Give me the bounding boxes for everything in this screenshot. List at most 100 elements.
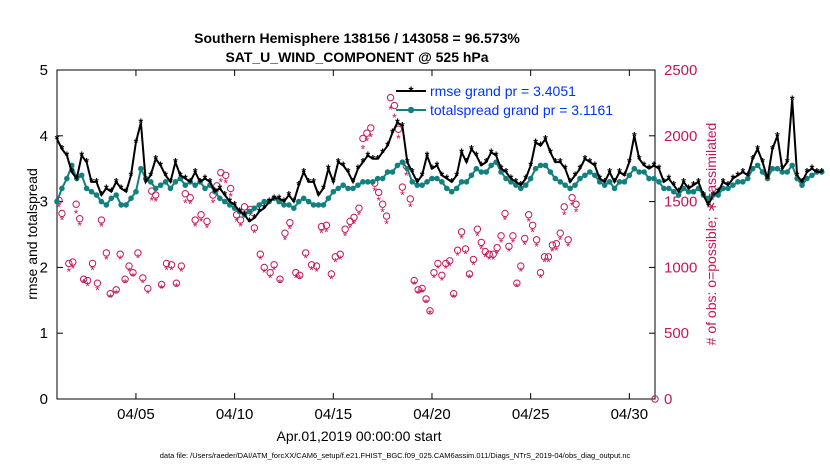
rmse-point: * — [267, 195, 272, 209]
obs-assimilated-point: * — [475, 229, 480, 243]
rmse-point: * — [666, 172, 671, 186]
totalspread-point — [172, 179, 179, 185]
rmse-point: * — [538, 139, 543, 153]
obs-possible-point — [312, 262, 321, 270]
obs-assimilated-point: * — [526, 215, 531, 229]
totalspread-point — [661, 185, 667, 192]
obs-assimilated-point: * — [408, 200, 413, 214]
rmse-point: * — [523, 172, 528, 186]
totalspread-point — [517, 185, 524, 192]
totalspread-point — [804, 175, 810, 182]
rmse-point: * — [74, 172, 79, 186]
obs-possible-point — [213, 182, 221, 190]
totalspread-point — [355, 182, 361, 188]
obs-assimilated-point: * — [574, 206, 579, 220]
obs-assimilated-point: * — [388, 103, 393, 117]
obs-possible-point — [532, 236, 541, 244]
totalspread-point — [705, 195, 712, 202]
rmse-point: * — [760, 156, 765, 170]
rmse-point: * — [203, 172, 208, 186]
x-axis-label: Apr.01,2019 00:00:00 start — [276, 428, 441, 444]
rmse-point: * — [119, 182, 124, 196]
rmse-point: * — [454, 169, 459, 183]
totalspread-point — [157, 182, 164, 188]
rmse-point: * — [361, 156, 366, 170]
obs-assimilated-point: * — [118, 253, 123, 267]
obs-assimilated-point: * — [392, 111, 397, 125]
obs-possible-point — [390, 101, 399, 110]
obs-assimilated-point: * — [108, 291, 113, 305]
obs-assimilated-point: * — [487, 253, 492, 267]
rmse-point: * — [543, 133, 548, 147]
right-axis-ticks: 0 500 1000 1500 2000 2500 — [649, 62, 697, 408]
obs-assimilated-point: * — [515, 281, 520, 295]
totalspread-point — [246, 208, 253, 215]
obs-assimilated-point: * — [188, 198, 193, 212]
obs-possible-point — [350, 213, 358, 222]
obs-assimilated-point: * — [400, 189, 405, 203]
obs-possible-point — [434, 259, 442, 268]
rmse-point: * — [336, 156, 341, 170]
totalspread-point — [532, 165, 539, 172]
obs-assimilated-point: * — [288, 223, 293, 237]
totalspread-point — [434, 175, 440, 182]
rmse-point: * — [168, 175, 173, 189]
obs-assimilated-point: * — [459, 232, 464, 246]
obs-assimilated-point: * — [550, 245, 555, 259]
totalspread-point — [769, 165, 776, 172]
obs-possible-point — [134, 249, 142, 257]
obs-assimilated-point: * — [348, 221, 353, 235]
totalspread-point — [725, 185, 731, 192]
rmse-point: * — [622, 169, 627, 183]
y-axis-label-left: rmse and totalspread — [24, 168, 40, 300]
obs-assimilated-point: * — [238, 220, 243, 234]
totalspread-point — [666, 185, 672, 192]
obs-assimilated-point: * — [558, 233, 563, 247]
totalspread-point — [93, 192, 100, 198]
rmse-point: * — [671, 179, 676, 193]
rmse-point: * — [158, 159, 163, 173]
rmse-point: * — [440, 169, 445, 183]
totalspread-point — [448, 188, 455, 195]
totalspread-point — [404, 165, 411, 172]
rmse-point: * — [153, 152, 158, 166]
obs-possible-point — [363, 129, 371, 137]
obs-possible-point — [112, 286, 120, 294]
legend-marker-totalspread — [407, 106, 415, 114]
obs-possible-point — [406, 195, 414, 203]
chart-title: Southern Hemisphere 138156 / 143058 = 96… — [194, 30, 520, 46]
obs-assimilated-point: * — [412, 278, 417, 292]
rmse-point: * — [430, 162, 435, 176]
obs-possible-point — [346, 217, 354, 226]
rmse-point: * — [800, 175, 805, 189]
obs-possible-point — [572, 200, 580, 208]
rmse-point: * — [385, 139, 390, 153]
totalspread-point — [167, 185, 174, 192]
obs-assimilated-point: * — [471, 258, 476, 272]
totalspread-point — [675, 192, 682, 198]
rmse-point: * — [553, 156, 558, 170]
rmse-point: * — [183, 172, 188, 186]
rmse-point: * — [617, 165, 622, 179]
obs-possible-point — [197, 211, 205, 219]
rmse-point: * — [612, 175, 617, 189]
rmse-point: * — [736, 169, 741, 183]
obs-assimilated-point: * — [74, 207, 79, 221]
obs-possible-point — [226, 184, 235, 193]
obs-possible-point — [157, 280, 166, 289]
obs-possible-point — [341, 225, 349, 233]
obs-assimilated-point: * — [416, 287, 421, 301]
obs-assimilated-point: * — [159, 282, 164, 296]
rmse-point: * — [405, 156, 410, 170]
obs-assimilated-point: * — [149, 194, 154, 208]
obs-possible-point — [83, 276, 92, 285]
obs-assimilated-point: * — [546, 256, 551, 270]
totalspread-point — [744, 175, 751, 182]
x-tick-label: 04/25 — [512, 406, 550, 423]
obs-possible-point — [442, 259, 450, 268]
rmse-point: * — [459, 146, 464, 160]
totalspread-point — [152, 185, 159, 192]
rmse-point: * — [785, 156, 790, 170]
rmse-point: * — [790, 93, 795, 107]
obs-assimilated-point: * — [451, 291, 456, 305]
